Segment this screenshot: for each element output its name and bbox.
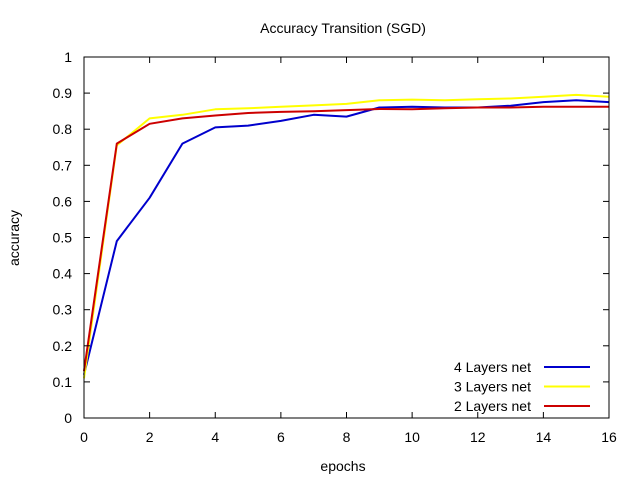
x-tick-label: 16 — [601, 429, 617, 445]
x-tick-label: 12 — [470, 429, 486, 445]
series-line-1 — [83, 99, 610, 375]
y-tick-label: 0.2 — [53, 338, 73, 354]
y-axis-title: accuracy — [6, 210, 22, 266]
y-tick-label: 0 — [64, 410, 72, 426]
series-line-3 — [83, 105, 609, 372]
legend-label-2: 3 Layers net — [454, 379, 531, 395]
y-tick-label: 0.8 — [53, 121, 73, 137]
x-tick-label: 6 — [277, 429, 285, 445]
y-tick-label: 1 — [64, 49, 72, 65]
legend-label-1: 4 Layers net — [454, 359, 531, 375]
axis-ticks: 0 2 4 6 8 10 12 14 16 0 0.1 0.2 0.3 0.4 0.5 0.6 0.7 0.8 0.… — [53, 49, 617, 445]
y-tick-label: 0.5 — [53, 230, 73, 246]
x-tick-label: 2 — [146, 429, 154, 445]
x-axis-title: epochs — [320, 458, 365, 474]
series-line-2 — [83, 93, 610, 379]
x-tick-label: 8 — [343, 429, 351, 445]
y-tick-label: 0.6 — [53, 193, 73, 209]
y-tick-label: 0.4 — [53, 266, 73, 282]
legend: 4 Layers net 3 Layers net 2 Layers net — [454, 359, 590, 414]
y-tick-label: 0.9 — [53, 85, 73, 101]
x-tick-label: 4 — [211, 429, 219, 445]
chart-title: Accuracy Transition (SGD) — [260, 20, 426, 36]
y-tick-label: 0.1 — [53, 374, 73, 390]
x-tick-label: 10 — [404, 429, 420, 445]
series-group — [83, 93, 610, 379]
x-tick-label: 14 — [536, 429, 552, 445]
x-tick-label: 0 — [80, 429, 88, 445]
y-tick-label: 0.3 — [53, 302, 73, 318]
y-tick-label: 0.7 — [53, 157, 73, 173]
legend-label-3: 2 Layers net — [454, 398, 531, 414]
